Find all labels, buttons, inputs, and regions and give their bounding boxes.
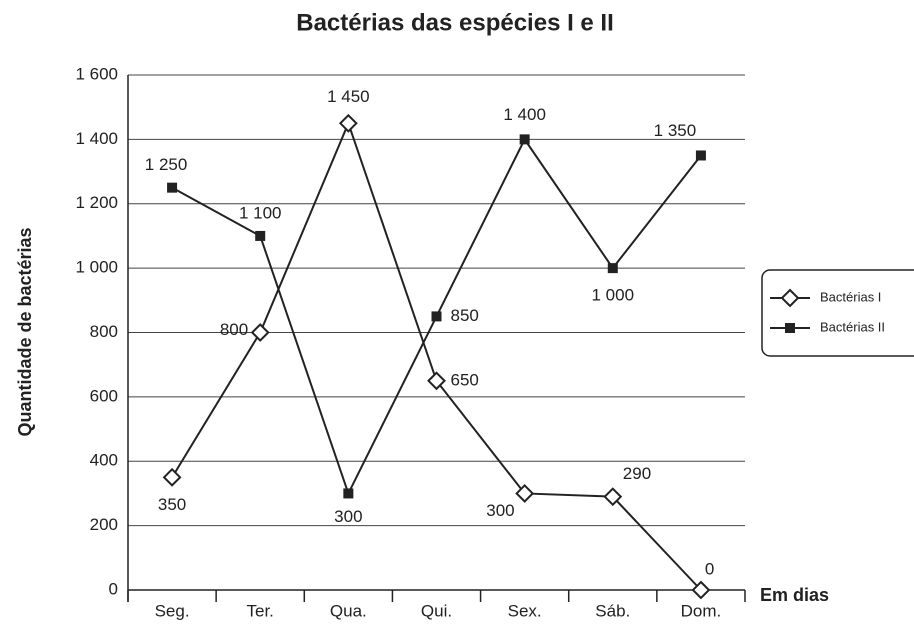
data-label: 1 250: [145, 155, 188, 174]
point-marker: [691, 580, 711, 600]
point-marker: [167, 182, 178, 193]
x-tick-label: Dom.: [681, 601, 722, 620]
data-label: 1 400: [503, 105, 546, 124]
y-tick-label: 1 600: [75, 64, 118, 83]
point-marker: [427, 371, 446, 391]
data-label: 650: [451, 370, 479, 389]
chart-title: Bactérias das espécies I e II: [296, 9, 614, 36]
point-marker: [431, 311, 442, 322]
point-marker: [162, 467, 182, 487]
point-marker: [603, 487, 623, 507]
series-line: [171, 120, 702, 591]
data-label: 300: [334, 507, 362, 526]
x-tick-label: Seg.: [155, 601, 190, 620]
y-tick-label: 0: [109, 579, 118, 598]
x-tick-label: Ter.: [247, 601, 274, 620]
legend: Bactérias I Bactérias II: [770, 288, 885, 334]
legend-label: Bactérias I: [820, 289, 881, 304]
y-tick-label: 600: [90, 386, 118, 405]
point-marker: [250, 323, 270, 342]
x-axis-title: Em dias: [760, 585, 829, 605]
point-marker: [338, 113, 358, 133]
point-marker: [519, 134, 530, 145]
data-label: 850: [451, 306, 479, 325]
legend-marker: [780, 288, 800, 308]
data-label: 1 350: [654, 121, 697, 140]
point-marker: [343, 488, 354, 499]
data-label: 1 450: [327, 87, 370, 106]
data-label: 1 000: [592, 286, 635, 305]
y-tick-label: 200: [90, 515, 118, 534]
y-tick-label: 800: [90, 322, 118, 341]
y-axis-title: Quantidade de bactérias: [15, 227, 35, 436]
data-label: 800: [220, 320, 248, 339]
x-tick-label: Qua.: [330, 601, 367, 620]
y-tick-label: 1 000: [75, 258, 118, 277]
legend-label: Bactérias II: [820, 319, 885, 334]
data-label: 0: [705, 559, 714, 578]
point-marker: [255, 230, 266, 241]
data-label: 290: [623, 464, 651, 483]
data-label: 300: [486, 501, 514, 520]
x-tick-label: Sex.: [508, 601, 542, 620]
data-label: 350: [158, 495, 186, 514]
legend-box: [761, 269, 914, 357]
y-tick-label: 400: [90, 451, 118, 470]
point-marker: [607, 263, 618, 274]
data-label: 1 100: [239, 203, 282, 222]
y-tick-label: 1 200: [75, 193, 118, 212]
point-marker: [515, 484, 535, 503]
x-tick-label: Qui.: [421, 601, 452, 620]
point-marker: [695, 150, 706, 161]
legend-marker: [785, 323, 795, 333]
x-tick-label: Sáb.: [595, 601, 630, 620]
y-tick-label: 1 400: [75, 129, 118, 148]
